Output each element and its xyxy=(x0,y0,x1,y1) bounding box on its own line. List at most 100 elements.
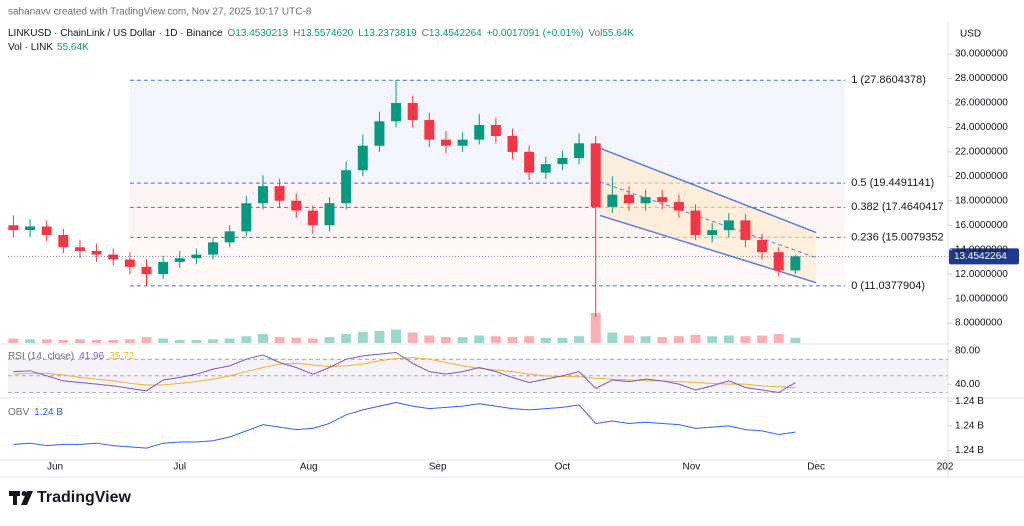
text-layer: sahanavv created with TradingView.com, N… xyxy=(8,7,1008,507)
brand-logo: TradingView xyxy=(9,489,132,506)
ohlc-key: H xyxy=(293,28,300,39)
volume-bar xyxy=(773,334,784,343)
rsi-tick-label: 40.00 xyxy=(955,379,980,390)
volume-bar xyxy=(524,336,535,343)
volume-bar xyxy=(174,340,185,343)
logo-shape xyxy=(21,491,33,505)
volume-bar xyxy=(41,339,52,343)
candle-body xyxy=(174,258,185,262)
volume-legend: Vol · LINK 55.64K xyxy=(8,42,89,53)
volume-bar xyxy=(657,337,668,343)
candle-body xyxy=(25,226,36,231)
candle-body xyxy=(723,220,734,231)
volume-bar xyxy=(241,336,252,343)
x-tick-label: 202 xyxy=(937,462,954,473)
volume-bar xyxy=(274,337,285,343)
candle-body xyxy=(440,139,451,146)
volume-bar xyxy=(341,334,352,343)
ohlc-key: C xyxy=(422,28,429,39)
volume-bar xyxy=(740,336,751,343)
vol-key: Vol xyxy=(588,28,602,39)
last-price-tag xyxy=(949,248,1019,265)
candle-body xyxy=(324,203,335,226)
channel-upper xyxy=(599,147,817,234)
volume-bar xyxy=(574,336,585,343)
candle-body xyxy=(524,151,535,173)
candle-body xyxy=(41,226,52,236)
candle-body xyxy=(291,200,302,211)
candle-body xyxy=(607,194,618,207)
y-tick-label: 30.0000000 xyxy=(955,49,1008,60)
obv-legend: OBV 1.24 B xyxy=(8,407,63,418)
volume-bar xyxy=(723,335,734,343)
candle-body xyxy=(790,256,801,271)
ohlc-value: 13.4542264 xyxy=(429,28,482,39)
x-tick-label: Sep xyxy=(429,462,447,473)
y-tick-label: 12.0000000 xyxy=(955,269,1008,280)
candle-body xyxy=(58,235,69,248)
fib-label: 0 (11.0377904) xyxy=(851,280,925,292)
vol-value: 55.64K xyxy=(602,28,634,39)
obv-line xyxy=(13,401,796,449)
candle-body xyxy=(574,143,585,158)
volume-bar xyxy=(357,331,368,343)
candle-body xyxy=(241,203,252,232)
ohlc-value: 13.4530213 xyxy=(235,28,288,39)
volume-bar xyxy=(58,340,69,343)
background-layer xyxy=(8,79,948,393)
candle-body xyxy=(141,266,152,275)
volume-bar xyxy=(124,339,135,343)
candle-body xyxy=(74,247,85,251)
volume-bar xyxy=(74,339,85,343)
ohlc-key: L xyxy=(358,28,364,39)
candle-body xyxy=(341,170,352,204)
candle-body xyxy=(374,121,385,146)
mark-layer xyxy=(8,80,948,449)
candle-body xyxy=(490,124,501,136)
volume-bar xyxy=(224,338,235,343)
rsi-legend: RSI (14, close) 41.96 35.72 xyxy=(8,351,135,362)
candle-body xyxy=(623,194,634,204)
volume-bar xyxy=(324,337,335,343)
candle-body xyxy=(274,186,285,201)
y-tick-label: 10.0000000 xyxy=(955,293,1008,304)
rsi-title: RSI (14, close) xyxy=(8,351,74,362)
y-tick-label: 26.0000000 xyxy=(955,98,1008,109)
rsi-value: 41.96 xyxy=(79,351,104,362)
y-tick-label: 22.0000000 xyxy=(955,147,1008,158)
brand-name: TradingView xyxy=(37,489,132,506)
candle-body xyxy=(707,230,718,236)
volume-bar xyxy=(440,337,451,343)
volume-bar xyxy=(257,334,268,343)
volume-bar xyxy=(790,337,801,343)
fib-label: 0.5 (19.4491141) xyxy=(851,177,934,189)
volume-bar xyxy=(474,335,485,343)
volume-bar xyxy=(191,340,202,343)
volume-bar xyxy=(424,335,435,343)
fib-label: 0.236 (15.0079352 xyxy=(851,231,943,243)
volume-bar xyxy=(291,337,302,343)
candle-body xyxy=(457,139,468,146)
change: +0.0017091 (+0.01%) xyxy=(487,28,584,39)
volume-bar xyxy=(590,313,601,343)
x-tick-label: Jun xyxy=(47,462,63,473)
volume-bar xyxy=(158,338,169,343)
x-tick-label: Dec xyxy=(807,462,825,473)
candle-body xyxy=(424,120,435,140)
volume-bar xyxy=(91,340,102,343)
volume-bar xyxy=(25,339,36,343)
logo-shape xyxy=(21,491,27,496)
currency: USD xyxy=(960,29,981,40)
candle-body xyxy=(357,145,368,171)
candle-body xyxy=(191,254,202,259)
obv-tick-label: 1.24 B xyxy=(955,421,984,432)
x-tick-label: Nov xyxy=(682,462,700,473)
rsi-tick-label: 80.00 xyxy=(955,345,980,356)
obv-tick-label: 1.24 B xyxy=(955,396,984,407)
channel-lower xyxy=(599,214,817,284)
logo-shape xyxy=(13,491,17,505)
obv-title: OBV xyxy=(8,407,29,418)
candle-body xyxy=(740,220,751,240)
candle-body xyxy=(474,124,485,140)
